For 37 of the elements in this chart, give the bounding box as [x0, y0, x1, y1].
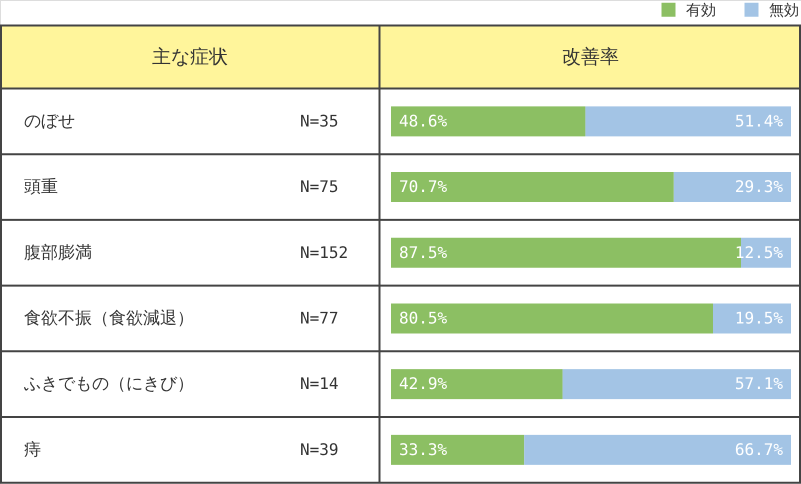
bar [391, 303, 713, 334]
bar [391, 434, 524, 465]
data-label: 29.3% [734, 177, 784, 196]
data-label: 51.4% [734, 111, 784, 130]
text: N=14 [300, 374, 339, 394]
y-tick-label: のぼせ [24, 111, 75, 132]
bar [524, 434, 791, 465]
data-label: 80.5% [399, 308, 448, 328]
bar [391, 106, 586, 136]
text: N=152 [300, 242, 348, 262]
y-axis-title: 主な症状 [152, 46, 228, 68]
text: N=39 [300, 440, 339, 459]
legend-label: 無効 [769, 0, 799, 19]
data-label: 33.3% [399, 440, 448, 459]
bar [713, 303, 791, 334]
data-label: 48.6% [399, 111, 448, 130]
text: N=35 [300, 111, 339, 130]
data-label: 87.5% [399, 242, 448, 262]
y-tick-label: 食欲不振（食欲減退） [24, 308, 194, 328]
bar [585, 106, 791, 136]
data-label: 70.7% [399, 177, 448, 196]
bar [391, 172, 674, 202]
data-label: 19.5% [734, 308, 784, 328]
y-tick-label: 頭重 [24, 177, 58, 198]
bar [674, 172, 791, 202]
legend-label: 有効 [686, 0, 716, 19]
data-label: 42.9% [399, 374, 448, 394]
y-tick-label: ふきでもの（にきび） [23, 374, 194, 394]
y-tick-label: 痔 [24, 440, 41, 460]
text: N=77 [300, 308, 339, 328]
bar [391, 369, 563, 400]
x-axis-title: 改善率 [562, 46, 619, 68]
bar [562, 369, 791, 400]
data-label: 57.1% [734, 374, 784, 394]
text: N=75 [300, 177, 339, 196]
y-tick-label: 腹部膨満 [24, 242, 92, 263]
data-label: 66.7% [734, 440, 784, 459]
